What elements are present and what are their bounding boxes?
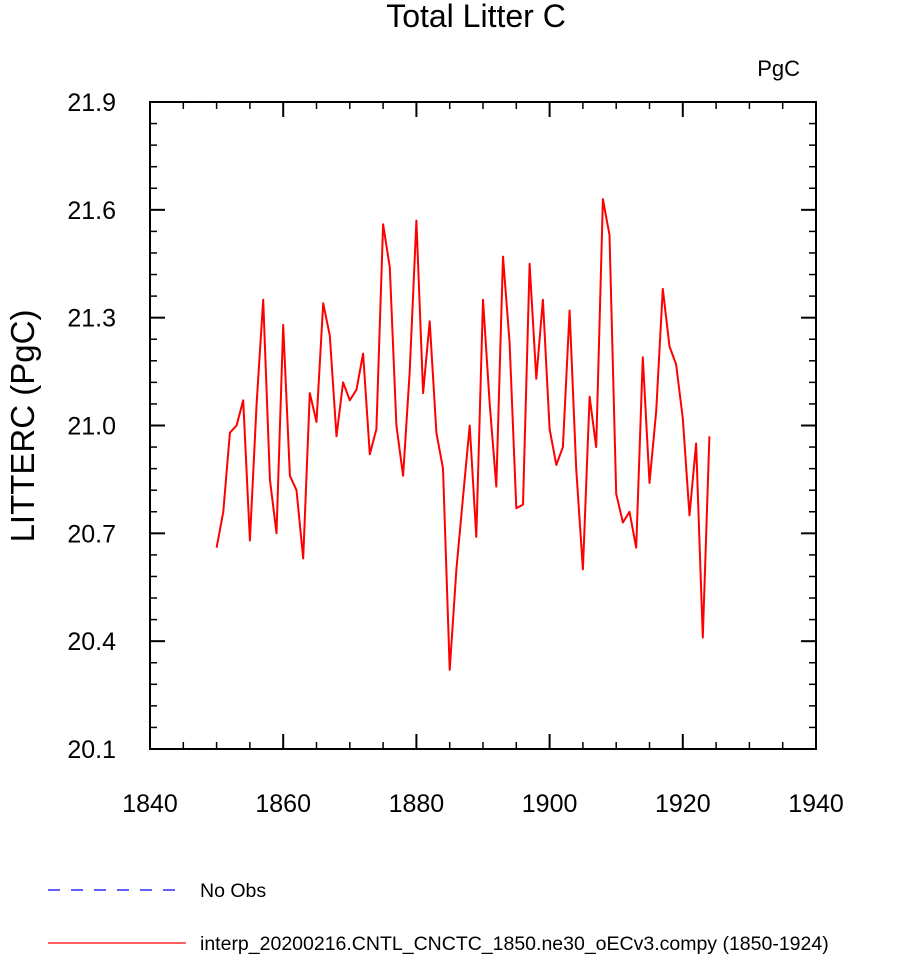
y-axis-label: LITTERC (PgC) [4,310,41,543]
units-label: PgC [757,56,800,81]
y-tick-label: 21.6 [67,197,116,225]
legend: No Obs interp_20200216.CNTL_CNCTC_1850.ne… [48,880,829,955]
y-tick-label: 20.4 [67,628,116,656]
y-tick-label: 21.0 [67,413,116,441]
chart-title: Total Litter C [386,0,566,34]
x-tick-label: 1860 [255,790,311,818]
y-tick-label: 20.1 [67,736,116,764]
x-tick-label: 1880 [389,790,445,818]
plot-frame [149,101,817,750]
x-tick-label: 1900 [522,790,578,818]
y-tick-label: 21.3 [67,305,116,333]
series-line-1 [215,198,711,671]
x-tick-label: 1920 [655,790,711,818]
x-tick-label: 1940 [788,790,844,818]
x-tick-label: 1840 [122,790,178,818]
y-tick-label: 20.7 [67,520,116,548]
y-tick-label: 21.9 [67,89,116,117]
legend-label-1: interp_20200216.CNTL_CNCTC_1850.ne30_oEC… [200,933,829,955]
axis-ticks: 1840 1860 1880 1900 1920 1940 20.1 20.4 20.7 21.0… [67,89,843,818]
legend-label-0: No Obs [200,880,266,902]
plot-area [215,198,711,671]
